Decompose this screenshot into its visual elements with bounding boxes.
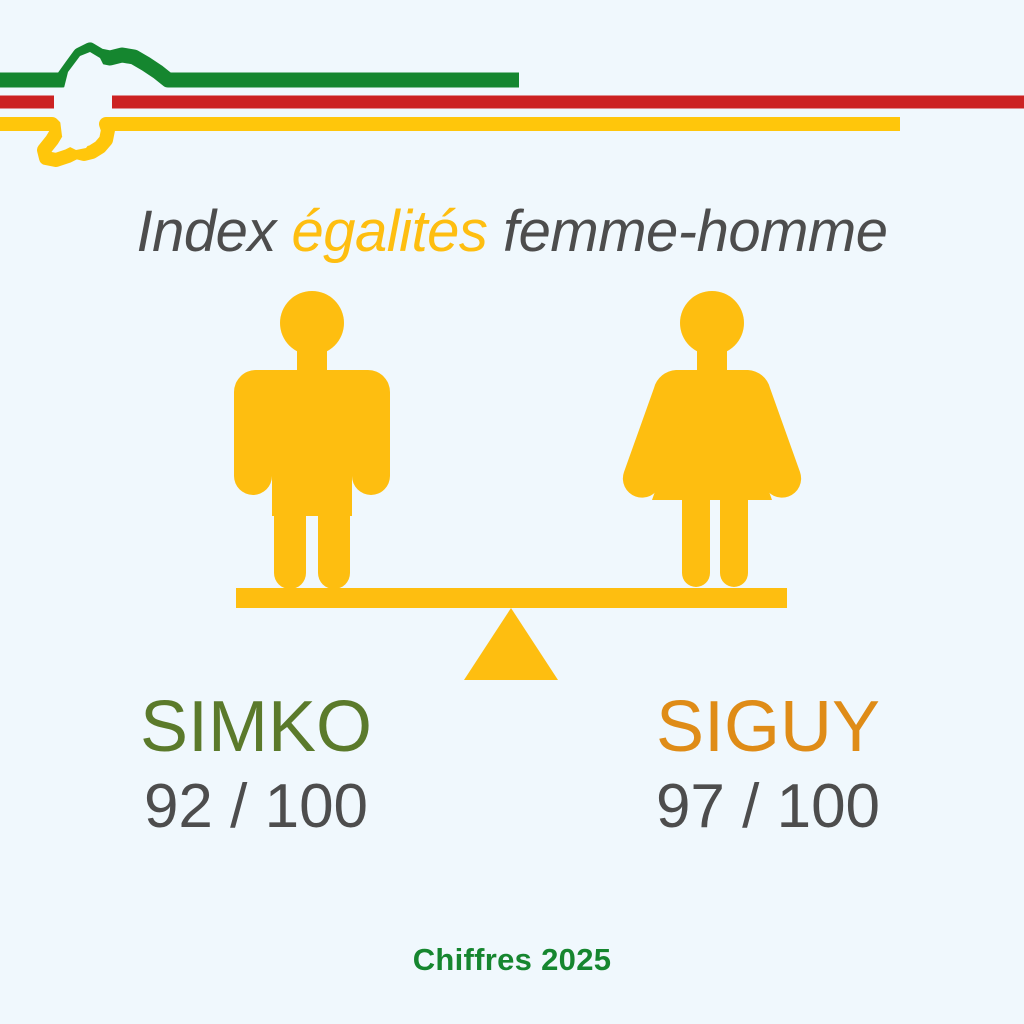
balance-illustration xyxy=(0,288,1024,688)
title-highlight: égalités xyxy=(291,199,488,264)
page-title: Index égalités femme-homme xyxy=(0,198,1024,265)
score-column-simko: SIMKO 92 / 100 xyxy=(0,690,512,849)
yellow-stripe-icon xyxy=(0,117,900,167)
male-figure-icon xyxy=(234,291,390,589)
balance-fulcrum-triangle xyxy=(464,608,558,680)
score-value-simko: 92 / 100 xyxy=(143,771,369,841)
title-part-1: Index xyxy=(136,199,292,264)
female-figure-icon xyxy=(622,291,802,587)
score-column-siguy: SIGUY 97 / 100 xyxy=(512,690,1024,849)
company-name-siguy: SIGUY xyxy=(655,687,881,767)
score-value-siguy: 97 / 100 xyxy=(655,771,881,841)
green-stripe-icon xyxy=(0,42,519,88)
balance-graphic xyxy=(234,291,802,680)
brand-header xyxy=(0,0,1024,175)
footer-year-label: Chiffres 2025 xyxy=(412,942,612,977)
balance-beam xyxy=(236,588,787,608)
country-map-icon xyxy=(60,52,106,150)
brand-stripes-graphic xyxy=(0,42,1024,167)
company-name-simko: SIMKO xyxy=(139,687,373,767)
title-part-2: femme-homme xyxy=(487,199,888,264)
scores-row: SIMKO 92 / 100 SIGUY 97 / 100 xyxy=(0,690,1024,849)
